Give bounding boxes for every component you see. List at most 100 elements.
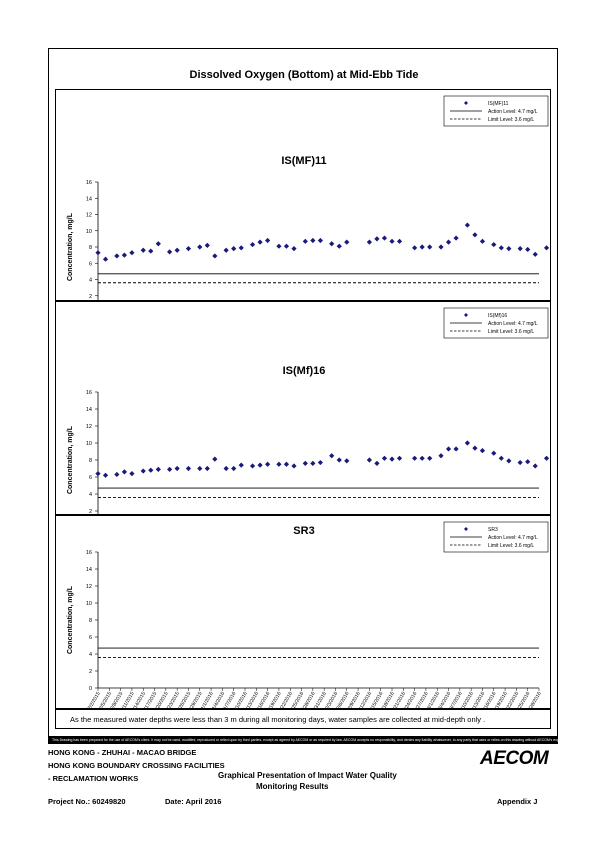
data-point [212, 253, 218, 259]
data-point [257, 462, 263, 468]
data-point [517, 246, 523, 252]
legend-marker [464, 527, 468, 531]
data-point [453, 446, 459, 452]
data-point [336, 457, 342, 463]
data-point [283, 461, 290, 467]
data-point [525, 246, 531, 253]
data-point [114, 471, 120, 478]
legend-label: Action Level: 4.7 mg/L [488, 321, 538, 327]
presentation-line-2: Monitoring Results [256, 782, 329, 791]
legend-label: Action Level: 4.7 mg/L [488, 535, 538, 541]
y-tick-label: 2 [89, 294, 92, 300]
data-point [543, 245, 550, 251]
data-point [197, 465, 203, 472]
legend-marker [464, 313, 468, 317]
data-point [283, 243, 290, 249]
legend-label: SR3 [488, 527, 498, 533]
data-point [438, 453, 444, 459]
data-point [102, 472, 109, 478]
data-point [129, 471, 135, 477]
data-point [427, 244, 433, 250]
data-point [445, 239, 452, 245]
y-tick-label: 16 [86, 390, 92, 396]
data-point [121, 252, 127, 258]
data-point [317, 237, 323, 244]
data-point [472, 232, 478, 238]
data-point [231, 465, 237, 472]
legend-label: Limit Level: 3.6 mg/L [488, 543, 534, 549]
y-tick-label: 4 [89, 492, 92, 498]
data-point [344, 458, 350, 464]
data-point [506, 458, 512, 464]
legend-label: IS(MF)11 [488, 101, 509, 107]
data-point [472, 445, 478, 451]
legend-label: IS(Mf)16 [488, 313, 507, 319]
y-tick-label: 6 [89, 261, 92, 267]
y-axis-label: Concentration, mg/L [67, 585, 74, 654]
data-point [381, 235, 388, 241]
data-point [249, 463, 256, 469]
data-point [525, 459, 531, 465]
data-point [185, 246, 192, 252]
aecom-logo: AECOM [480, 748, 549, 769]
data-point [396, 238, 403, 244]
data-point [148, 467, 154, 473]
y-tick-label: 2 [89, 669, 92, 675]
y-tick-label: 4 [89, 652, 92, 658]
chart-title-is-mf-11: IS(MF)11 [281, 155, 326, 167]
data-point [102, 256, 109, 262]
y-tick-label: 8 [89, 245, 92, 251]
chart-is-mf-16: IS(Mf)160246810121416Concentration, mg/L… [67, 307, 550, 516]
y-tick-label: 8 [89, 458, 92, 464]
figure-frame: Dissolved Oxygen (Bottom) at Mid-Ebb Tid… [48, 48, 558, 737]
data-point [543, 455, 550, 461]
chart-panel-is-mf-16: IS(Mf)160246810121416Concentration, mg/L… [55, 301, 551, 516]
data-point [532, 251, 538, 257]
chart-panel-sr3: SR3 0 2 4 6 8 10 12 14 16 Concentration, mg/L 12/2/… [55, 515, 551, 710]
data-point [491, 241, 497, 248]
data-point [223, 247, 229, 253]
data-point [212, 456, 218, 462]
y-tick-label: 16 [86, 550, 92, 556]
data-point [453, 235, 459, 241]
data-point [140, 247, 146, 253]
y-tick-label: 14 [86, 196, 92, 202]
data-point [344, 239, 350, 245]
data-point [464, 222, 470, 228]
legend-label: Action Level: 4.7 mg/L [488, 109, 538, 115]
project-line-3: - RECLAMATION WORKS [48, 774, 139, 783]
y-tick-label: 14 [86, 407, 92, 413]
data-point [329, 453, 335, 459]
issue-date: Date: April 2016 [165, 797, 222, 806]
y-tick-label: 14 [86, 567, 92, 573]
data-point [336, 243, 342, 249]
y-tick-label: 12 [86, 424, 92, 430]
data-point [317, 459, 323, 466]
data-point [412, 245, 418, 251]
data-point [329, 241, 335, 247]
data-point [129, 250, 135, 256]
data-point [114, 253, 120, 259]
data-point [479, 448, 486, 454]
presentation-line-1: Graphical Presentation of Impact Water Q… [218, 771, 397, 780]
data-point [302, 460, 308, 466]
data-point [95, 250, 101, 256]
y-axis-label: Concentration, mg/L [67, 425, 74, 494]
legend-label: Limit Level: 3.6 mg/L [488, 329, 534, 335]
project-line-1: HONG KONG - ZHUHAI - MACAO BRIDGE [48, 748, 197, 757]
y-tick-label: 16 [86, 180, 92, 186]
data-point [310, 237, 316, 244]
data-point [148, 248, 154, 254]
data-point [204, 242, 210, 248]
y-tick-label: 8 [89, 618, 92, 624]
chart-is-mf-11: IS(MF)110246810121416Concentration, mg/L… [67, 95, 550, 302]
y-tick-label: 12 [86, 584, 92, 590]
data-point [438, 244, 444, 250]
y-tick-label: 10 [86, 601, 92, 607]
data-point [498, 455, 504, 461]
y-axis-label: Concentration, mg/L [67, 212, 74, 281]
data-point [140, 468, 146, 474]
data-point [419, 455, 425, 461]
y-tick-label: 10 [86, 441, 92, 447]
